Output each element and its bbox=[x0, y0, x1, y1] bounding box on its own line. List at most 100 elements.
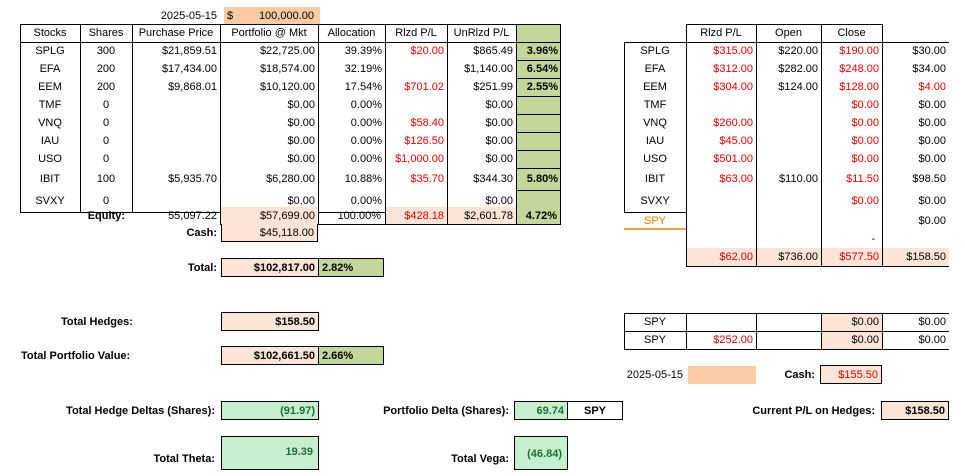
total-pct: 2.82% bbox=[318, 258, 384, 277]
table-cell-alloc: 17.54% bbox=[344, 81, 382, 93]
hedge-cell-ticker: EEM bbox=[643, 81, 667, 93]
cash-value: $45,118.00 bbox=[221, 224, 318, 242]
hedge-deltas-value: (91.97) bbox=[221, 401, 319, 420]
hedge-cell-net: $0.00 bbox=[918, 135, 946, 147]
column-header: Purchase Price bbox=[138, 27, 214, 39]
table-cell-alloc: 0.00% bbox=[350, 117, 382, 129]
table-cell-pct: 2.55% bbox=[516, 78, 561, 96]
hedge-cell-net: $98.50 bbox=[912, 173, 946, 185]
table-cell-mkt: $0.00 bbox=[287, 117, 315, 129]
table-cell-purchase: $9,868.01 bbox=[168, 81, 217, 93]
hedge-total-rlzd: $62.00 bbox=[686, 248, 756, 266]
hedge-cash-label: Cash: bbox=[784, 369, 815, 381]
hedge-spy-net: $0.00 bbox=[918, 215, 946, 227]
hedge-cell-net: $0.00 bbox=[918, 195, 946, 207]
column-header: Stocks bbox=[33, 27, 67, 39]
table-cell-shares: 0 bbox=[102, 117, 110, 129]
total-hedges-label: Total Hedges: bbox=[61, 316, 133, 328]
table-cell-shares: 0 bbox=[102, 135, 110, 147]
table-cell-ticker: IAU bbox=[40, 135, 60, 147]
table-cell-rlzd bbox=[385, 60, 447, 78]
hedge-cell-ticker: SPLG bbox=[640, 45, 670, 57]
equity-label: Equity: bbox=[87, 210, 125, 222]
hedge-cell-ticker: VNQ bbox=[643, 117, 667, 129]
equity-pct: 4.72% bbox=[517, 207, 560, 225]
hedge-cell-ticker: IAU bbox=[645, 135, 665, 147]
hedge-cell-ticker: TMF bbox=[643, 99, 667, 111]
hedge-cell-rlzd: $501.00 bbox=[713, 153, 753, 165]
capital-cell[interactable]: $ 100,000.00 bbox=[224, 7, 320, 25]
table-cell-ticker: IBIT bbox=[39, 173, 61, 185]
table-cell-mkt: $0.00 bbox=[287, 153, 315, 165]
table-cell-rlzd: $701.02 bbox=[404, 81, 444, 93]
equity-unrlzd: $2,601.78 bbox=[448, 207, 516, 225]
table-cell-purchase bbox=[132, 132, 220, 150]
spy-hedge-close: $0.00 bbox=[821, 331, 882, 349]
theta-value: 19.39 bbox=[285, 446, 313, 458]
table-cell-purchase bbox=[132, 150, 220, 168]
capital-value: 100,000.00 bbox=[258, 10, 314, 22]
hedge-cell-rlzd bbox=[686, 96, 756, 114]
hedge-cell-close: $0.00 bbox=[851, 153, 879, 165]
table-cell-mkt: $18,574.00 bbox=[259, 63, 315, 75]
spy-hedge-ticker: SPY bbox=[643, 334, 666, 346]
table-cell-purchase: $5,935.70 bbox=[168, 173, 217, 185]
table-cell-unrlzd: $251.99 bbox=[473, 81, 513, 93]
table-cell-pct bbox=[516, 150, 561, 168]
table-cell-pct bbox=[516, 190, 561, 212]
spy-hedge-ticker: SPY bbox=[643, 316, 666, 328]
table-cell-alloc: 0.00% bbox=[350, 135, 382, 147]
table-cell-alloc: 0.00% bbox=[350, 195, 382, 207]
hedge-dash: - bbox=[871, 233, 875, 245]
hedge-cell-open: $110.00 bbox=[779, 173, 818, 185]
total-hedges-value: $158.50 bbox=[221, 312, 319, 331]
hedge-cell-ticker: USO bbox=[643, 153, 667, 165]
portfolio-delta-ticker: SPY bbox=[567, 401, 623, 420]
table-cell-rlzd: $58.40 bbox=[410, 117, 444, 129]
table-cell-pct: 5.80% bbox=[516, 168, 561, 190]
hedge-cell-rlzd bbox=[686, 190, 756, 212]
table-cell-pct bbox=[516, 132, 561, 150]
table-cell-pct bbox=[516, 96, 561, 114]
table-cell-mkt: $0.00 bbox=[287, 135, 315, 147]
hedge-cell-rlzd: $63.00 bbox=[719, 173, 753, 185]
theta-label: Total Theta: bbox=[153, 453, 215, 465]
table-cell-mkt: $6,280.00 bbox=[266, 173, 315, 185]
table-cell-alloc: 0.00% bbox=[350, 99, 382, 111]
hedge-cell-close: $0.00 bbox=[851, 117, 879, 129]
table-cell-rlzd: $126.50 bbox=[404, 135, 444, 147]
table-cell-alloc: 10.88% bbox=[344, 173, 382, 185]
table-cell-unrlzd: $1,140.00 bbox=[464, 63, 513, 75]
spy-hedge-close: $0.00 bbox=[821, 313, 882, 331]
hedge-cell-open bbox=[756, 132, 821, 150]
table-cell-ticker: EFA bbox=[39, 63, 61, 75]
hedge-cell-open: $124.00 bbox=[778, 81, 818, 93]
pct-header-cell bbox=[516, 24, 561, 42]
equity-rlzd: $428.18 bbox=[386, 207, 447, 225]
hedge-cell-open: $282.00 bbox=[778, 63, 818, 75]
table-cell-purchase bbox=[132, 96, 220, 114]
table-cell-rlzd: $20.00 bbox=[410, 45, 444, 57]
theta-box: 19.39 bbox=[221, 436, 319, 470]
hedge-cell-net: $0.00 bbox=[918, 117, 946, 129]
hedge-cash-input[interactable] bbox=[688, 366, 756, 384]
hedge-cell-close: $190.00 bbox=[839, 45, 879, 57]
equity-mkt: $57,699.00 bbox=[221, 207, 318, 225]
table-cell-mkt: $10,120.00 bbox=[259, 81, 315, 93]
hedge-cell-ticker: SVXY bbox=[640, 195, 670, 207]
hedge-cell-rlzd: $260.00 bbox=[713, 117, 753, 129]
hedge-total-close: $577.50 bbox=[821, 248, 882, 266]
column-header: UnRlzd P/L bbox=[453, 27, 510, 39]
table-cell-unrlzd: $0.00 bbox=[485, 99, 513, 111]
total-portfolio-pct: 2.66% bbox=[318, 346, 384, 365]
table-cell-rlzd: $1,000.00 bbox=[395, 153, 444, 165]
table-cell-ticker: USO bbox=[38, 153, 62, 165]
hedge-cell-net: $0.00 bbox=[918, 153, 946, 165]
hedge-cell-close: $0.00 bbox=[851, 195, 879, 207]
spy-hedge-net: $0.00 bbox=[918, 316, 946, 328]
hedge-column-header: Open bbox=[775, 27, 802, 39]
hedge-cell-open bbox=[756, 96, 821, 114]
table-cell-unrlzd: $344.30 bbox=[473, 173, 513, 185]
table-cell-mkt: $0.00 bbox=[287, 195, 315, 207]
spy-hedge-rlzd: $252.00 bbox=[713, 334, 753, 346]
